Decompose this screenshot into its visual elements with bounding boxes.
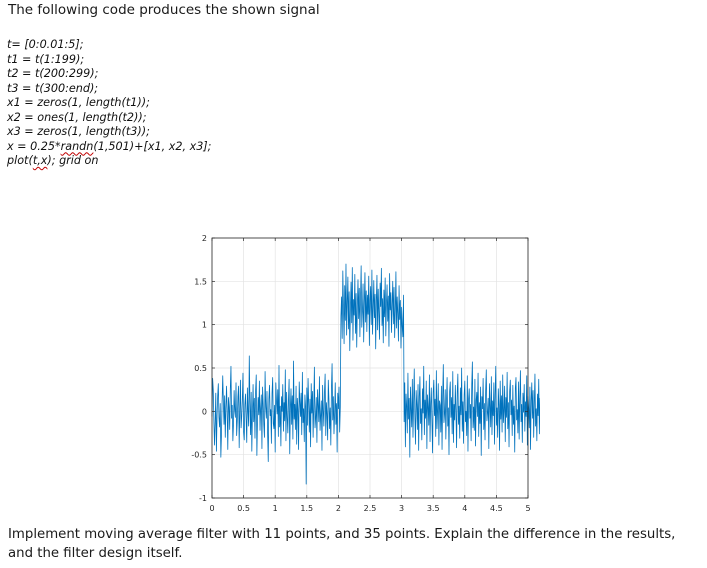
- code-line: t1 = t(1:199);: [7, 52, 85, 66]
- y-tick-label: -1: [199, 494, 207, 503]
- code-block: t= [0:0.01:5]; t1 = t(1:199); t2 = t(200:2…: [7, 38, 211, 169]
- task-text: Implement moving average filter with 11 …: [8, 527, 676, 561]
- chart-ticks: 0 0.5 1 1.5 2 2.5 3 3.5 4 4.5 5 -1 -0.5 0 0.5 1 1.5 2: [191, 234, 530, 513]
- y-tick-label: 0.5: [194, 364, 207, 373]
- x-tick-label: 4.5: [490, 504, 503, 513]
- signal-plot: 0 0.5 1 1.5 2 2.5 3 3.5 4 4.5 5 -1 -0.5 0 0.5 1 1.5 2: [170, 228, 540, 518]
- spellcheck-underline: t,x: [32, 154, 48, 167]
- x-tick-label: 5: [525, 504, 530, 513]
- code-line: t3 = t(300:end);: [7, 81, 99, 95]
- x-tick-label: 0: [209, 504, 214, 513]
- code-line: x = 0.25*randn(1,501)+[x1, x2, x3];: [7, 139, 212, 153]
- x-tick-label: 3.5: [427, 504, 440, 513]
- code-line: x1 = zeros(1, length(t1));: [7, 96, 150, 109]
- code-line: t2 = t(200:299);: [7, 67, 99, 80]
- signal-series-line: [211, 263, 540, 485]
- spellcheck-underline: randn: [60, 139, 94, 153]
- y-tick-label: 0: [202, 407, 207, 416]
- x-tick-label: 3: [399, 504, 404, 513]
- x-tick-label: 4: [462, 504, 467, 513]
- chart-grid: [211, 237, 529, 499]
- y-tick-label: -0.5: [191, 451, 207, 460]
- y-tick-label: 2: [202, 234, 207, 243]
- x-tick-label: 1: [273, 504, 278, 513]
- code-line: x3 = zeros(1, length(t3));: [7, 125, 150, 138]
- y-tick-label: 1: [202, 321, 207, 330]
- code-line: plot(t,x); grid on: [7, 154, 99, 167]
- signal-chart-svg: 0 0.5 1 1.5 2 2.5 3 3.5 4 4.5 5 -1 -0.5 0 0.5 1 1.5 2: [191, 234, 540, 513]
- y-tick-label: 1.5: [194, 277, 207, 286]
- x-tick-label: 2: [336, 504, 341, 513]
- x-tick-label: 1.5: [300, 504, 313, 513]
- code-line: x2 = ones(1, length(t2));: [7, 110, 147, 124]
- x-tick-label: 0.5: [237, 504, 250, 513]
- code-line: t= [0:0.01:5];: [7, 38, 84, 51]
- intro-text: The following code produces the shown si…: [8, 2, 320, 18]
- x-tick-label: 2.5: [364, 504, 377, 513]
